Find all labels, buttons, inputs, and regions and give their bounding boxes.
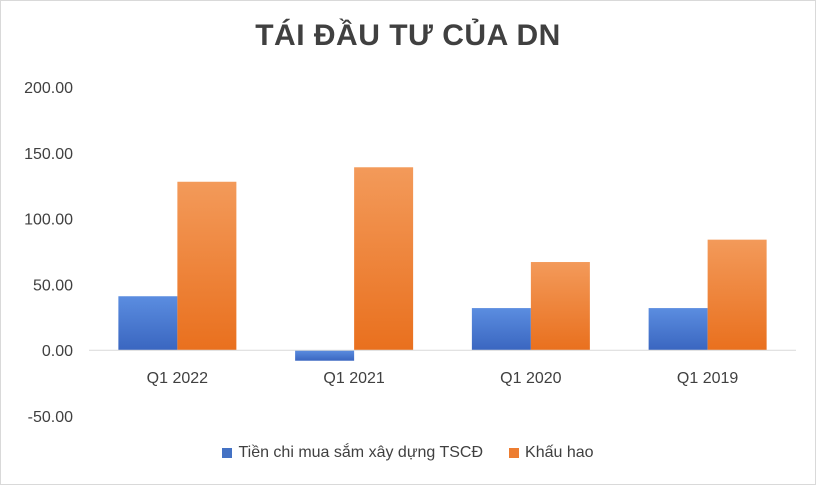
y-tick-label: 150.00 — [24, 146, 73, 163]
legend: Tiền chi mua sắm xây dựng TSCĐ Khấu hao — [1, 444, 815, 462]
legend-item-tscd: Tiền chi mua sắm xây dựng TSCĐ — [222, 444, 483, 462]
x-tick-label: Q1 2019 — [677, 370, 738, 387]
bar-khau-hao — [530, 262, 590, 351]
x-tick-label: Q1 2020 — [500, 370, 561, 387]
legend-swatch-tscd — [222, 448, 233, 458]
chart-title: TÁI ĐẦU TƯ CỦA DN — [255, 19, 561, 52]
bar-tscd — [295, 350, 355, 361]
legend-label-khau-hao: Khấu hao — [525, 444, 594, 461]
y-tick-label: 50.00 — [33, 277, 73, 294]
x-tick-label: Q1 2022 — [147, 370, 208, 387]
bar-khau-hao — [177, 181, 237, 351]
y-tick-label: 100.00 — [24, 212, 73, 229]
y-tick-label: -50.00 — [28, 409, 73, 426]
legend-item-khau-hao: Khấu hao — [509, 444, 594, 462]
bar-khau-hao — [707, 239, 767, 351]
bar-khau-hao — [354, 167, 414, 351]
bar-tscd — [648, 308, 708, 351]
x-tick-label: Q1 2021 — [323, 370, 384, 387]
legend-swatch-khau-hao — [509, 448, 520, 458]
legend-label-tscd: Tiền chi mua sắm xây dựng TSCĐ — [238, 444, 484, 461]
y-tick-label: 0.00 — [42, 343, 73, 360]
bar-tscd — [471, 308, 531, 351]
bar-tscd — [118, 296, 178, 351]
y-tick-label: 200.00 — [24, 80, 73, 97]
